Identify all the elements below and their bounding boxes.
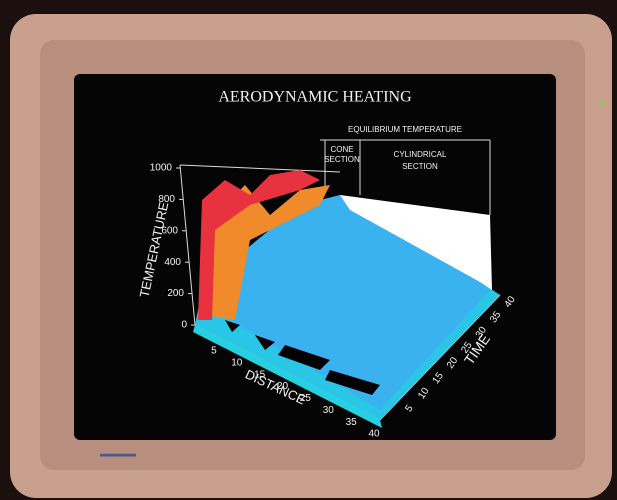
distance-tick-label: 5 xyxy=(211,346,217,357)
time-tick-label: 5 xyxy=(403,403,415,414)
floor-shadows xyxy=(225,320,380,395)
temperature-tick-label: 800 xyxy=(158,194,175,205)
surface-edge xyxy=(340,195,492,290)
power-led xyxy=(600,102,604,106)
distance-tick-label: 15 xyxy=(254,369,266,380)
distance-tick-label: 10 xyxy=(231,357,243,368)
temperature-tick-label: 1000 xyxy=(150,163,173,174)
temperature-tick-label: 200 xyxy=(167,288,184,299)
legend-header: EQUILIBRIUM TEMPERATURE xyxy=(348,125,462,134)
cylindrical-section-line: CYLINDRICAL xyxy=(394,150,447,159)
distance-tick-label: 25 xyxy=(300,393,312,404)
distance-tick-label: 35 xyxy=(346,417,358,428)
surface xyxy=(193,170,500,428)
surface-red xyxy=(198,170,320,320)
temperature-tick-label: 0 xyxy=(181,320,187,331)
distance-tick-label: 20 xyxy=(277,381,289,392)
cone-section-line: CONE xyxy=(330,145,353,154)
distance-tick-label: 40 xyxy=(368,429,380,440)
cone-section-line: SECTION xyxy=(324,155,360,164)
temperature-tick-label: 400 xyxy=(164,257,181,268)
chart-title: AERODYNAMIC HEATING xyxy=(218,89,412,106)
distance-tick-label: 30 xyxy=(323,405,335,416)
surface-orange xyxy=(205,185,330,320)
cylindrical-section-line: SECTION xyxy=(402,162,438,171)
temperature-tick-label: 600 xyxy=(161,225,178,236)
surface-front xyxy=(193,325,382,428)
brand-mark: ▬▬▬▬ xyxy=(100,448,136,458)
